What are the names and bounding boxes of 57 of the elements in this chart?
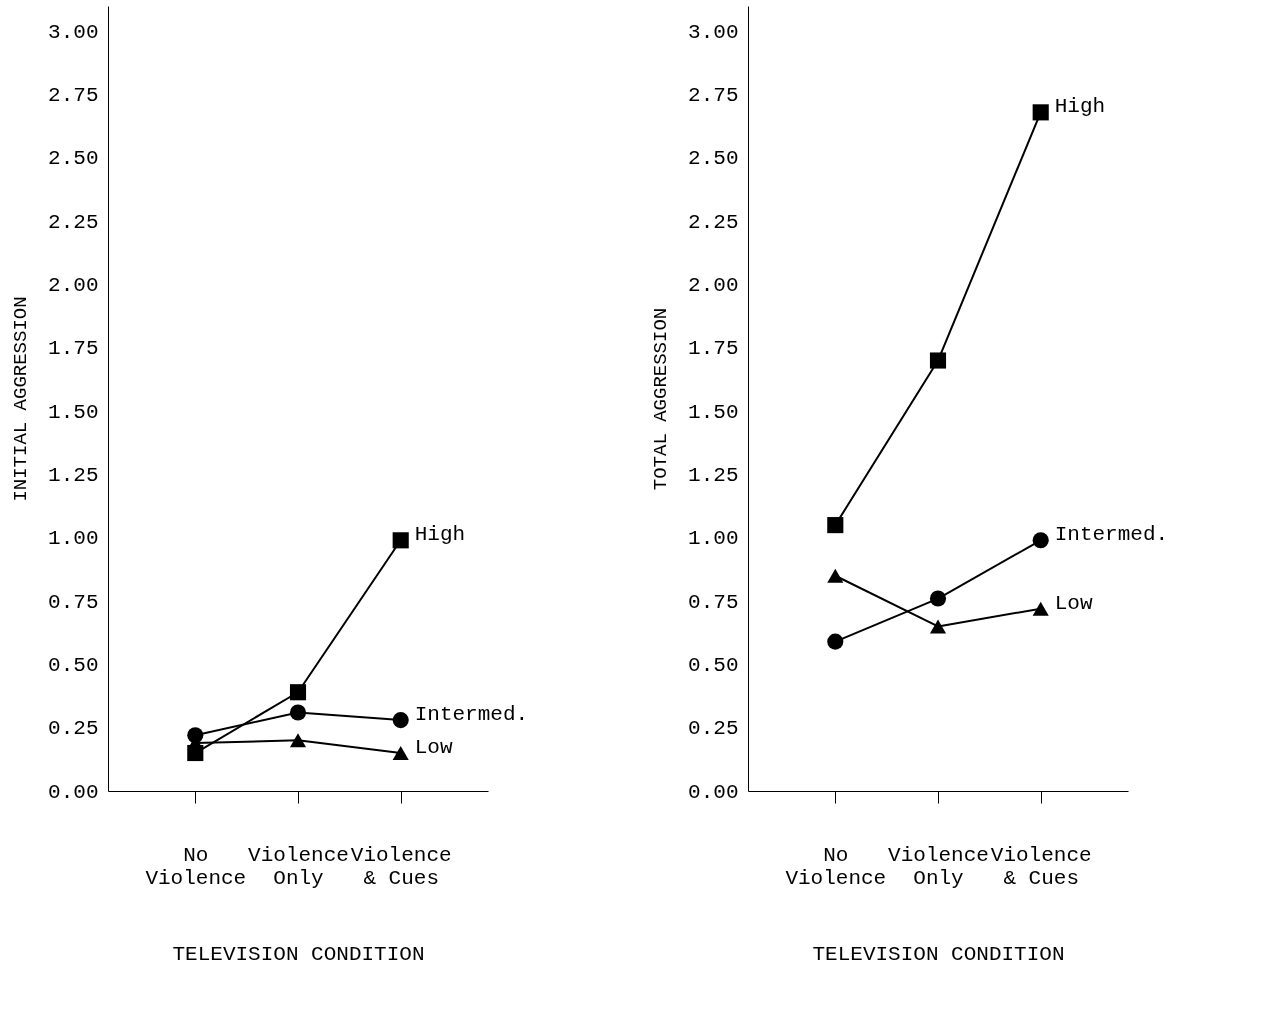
- series-label: Low: [1054, 591, 1093, 615]
- y-tick-label: 1.75: [688, 337, 739, 361]
- point: [1032, 104, 1049, 121]
- point: [827, 517, 844, 534]
- point: [392, 712, 409, 729]
- y-tick-label: 1.00: [688, 527, 739, 551]
- y-tick-label: 2.75: [688, 84, 739, 108]
- y-tick-label: 2.50: [48, 147, 99, 171]
- y-tick-label: 0.00: [48, 780, 99, 804]
- y-axis-title: TOTAL AGGRESSION: [650, 307, 673, 491]
- y-axis-title: INITIAL AGGRESSION: [10, 296, 33, 502]
- y-tick-label: 1.50: [688, 400, 739, 424]
- y-tick-label: 3.00: [688, 20, 739, 44]
- point: [929, 619, 947, 634]
- y-tick-label: 0.25: [48, 717, 99, 741]
- point: [1032, 532, 1049, 549]
- point: [929, 352, 947, 369]
- point: [929, 590, 947, 607]
- point: [289, 704, 307, 721]
- y-tick-label: 1.25: [48, 463, 99, 487]
- series-label: High: [414, 523, 466, 547]
- point: [1032, 601, 1049, 616]
- point: [392, 746, 409, 760]
- series-label: Intermed.: [1054, 523, 1169, 547]
- series-label: Intermed.: [414, 703, 529, 727]
- y-tick-label: 2.25: [48, 210, 99, 234]
- point: [289, 684, 307, 701]
- y-tick-label: 2.25: [688, 210, 739, 234]
- y-tick-label: 2.50: [688, 147, 739, 171]
- x-tick-label: No Violence: [145, 843, 247, 890]
- y-tick-label: 2.00: [688, 274, 739, 298]
- x-tick-label: Violence Only: [248, 843, 349, 890]
- y-tick-label: 3.00: [48, 20, 99, 44]
- y-tick-label: 0.00: [688, 780, 739, 804]
- y-tick-label: 2.00: [48, 274, 99, 298]
- point: [289, 733, 307, 748]
- y-tick-label: 0.25: [688, 717, 739, 741]
- y-tick-label: 0.75: [688, 590, 739, 614]
- x-axis-title: TELEVISION CONDITION: [812, 942, 1065, 966]
- point: [827, 633, 844, 650]
- x-axis-title: TELEVISION CONDITION: [172, 942, 425, 966]
- y-tick-label: 0.75: [48, 590, 99, 614]
- series-label: High: [1054, 95, 1106, 119]
- x-tick-label: Violence & Cues: [990, 843, 1092, 890]
- point: [392, 532, 409, 549]
- x-tick-label: Violence Only: [888, 843, 989, 890]
- y-tick-label: 0.50: [688, 653, 739, 677]
- y-tick-label: 1.75: [48, 337, 99, 361]
- x-tick-label: No Violence: [785, 843, 887, 890]
- y-tick-label: 0.50: [48, 653, 99, 677]
- y-tick-label: 1.00: [48, 527, 99, 551]
- x-tick-label: Violence & Cues: [350, 843, 452, 890]
- y-tick-label: 2.75: [48, 84, 99, 108]
- series-label: Low: [414, 736, 453, 760]
- y-tick-label: 1.25: [688, 463, 739, 487]
- y-tick-label: 1.50: [48, 400, 99, 424]
- point: [827, 568, 844, 583]
